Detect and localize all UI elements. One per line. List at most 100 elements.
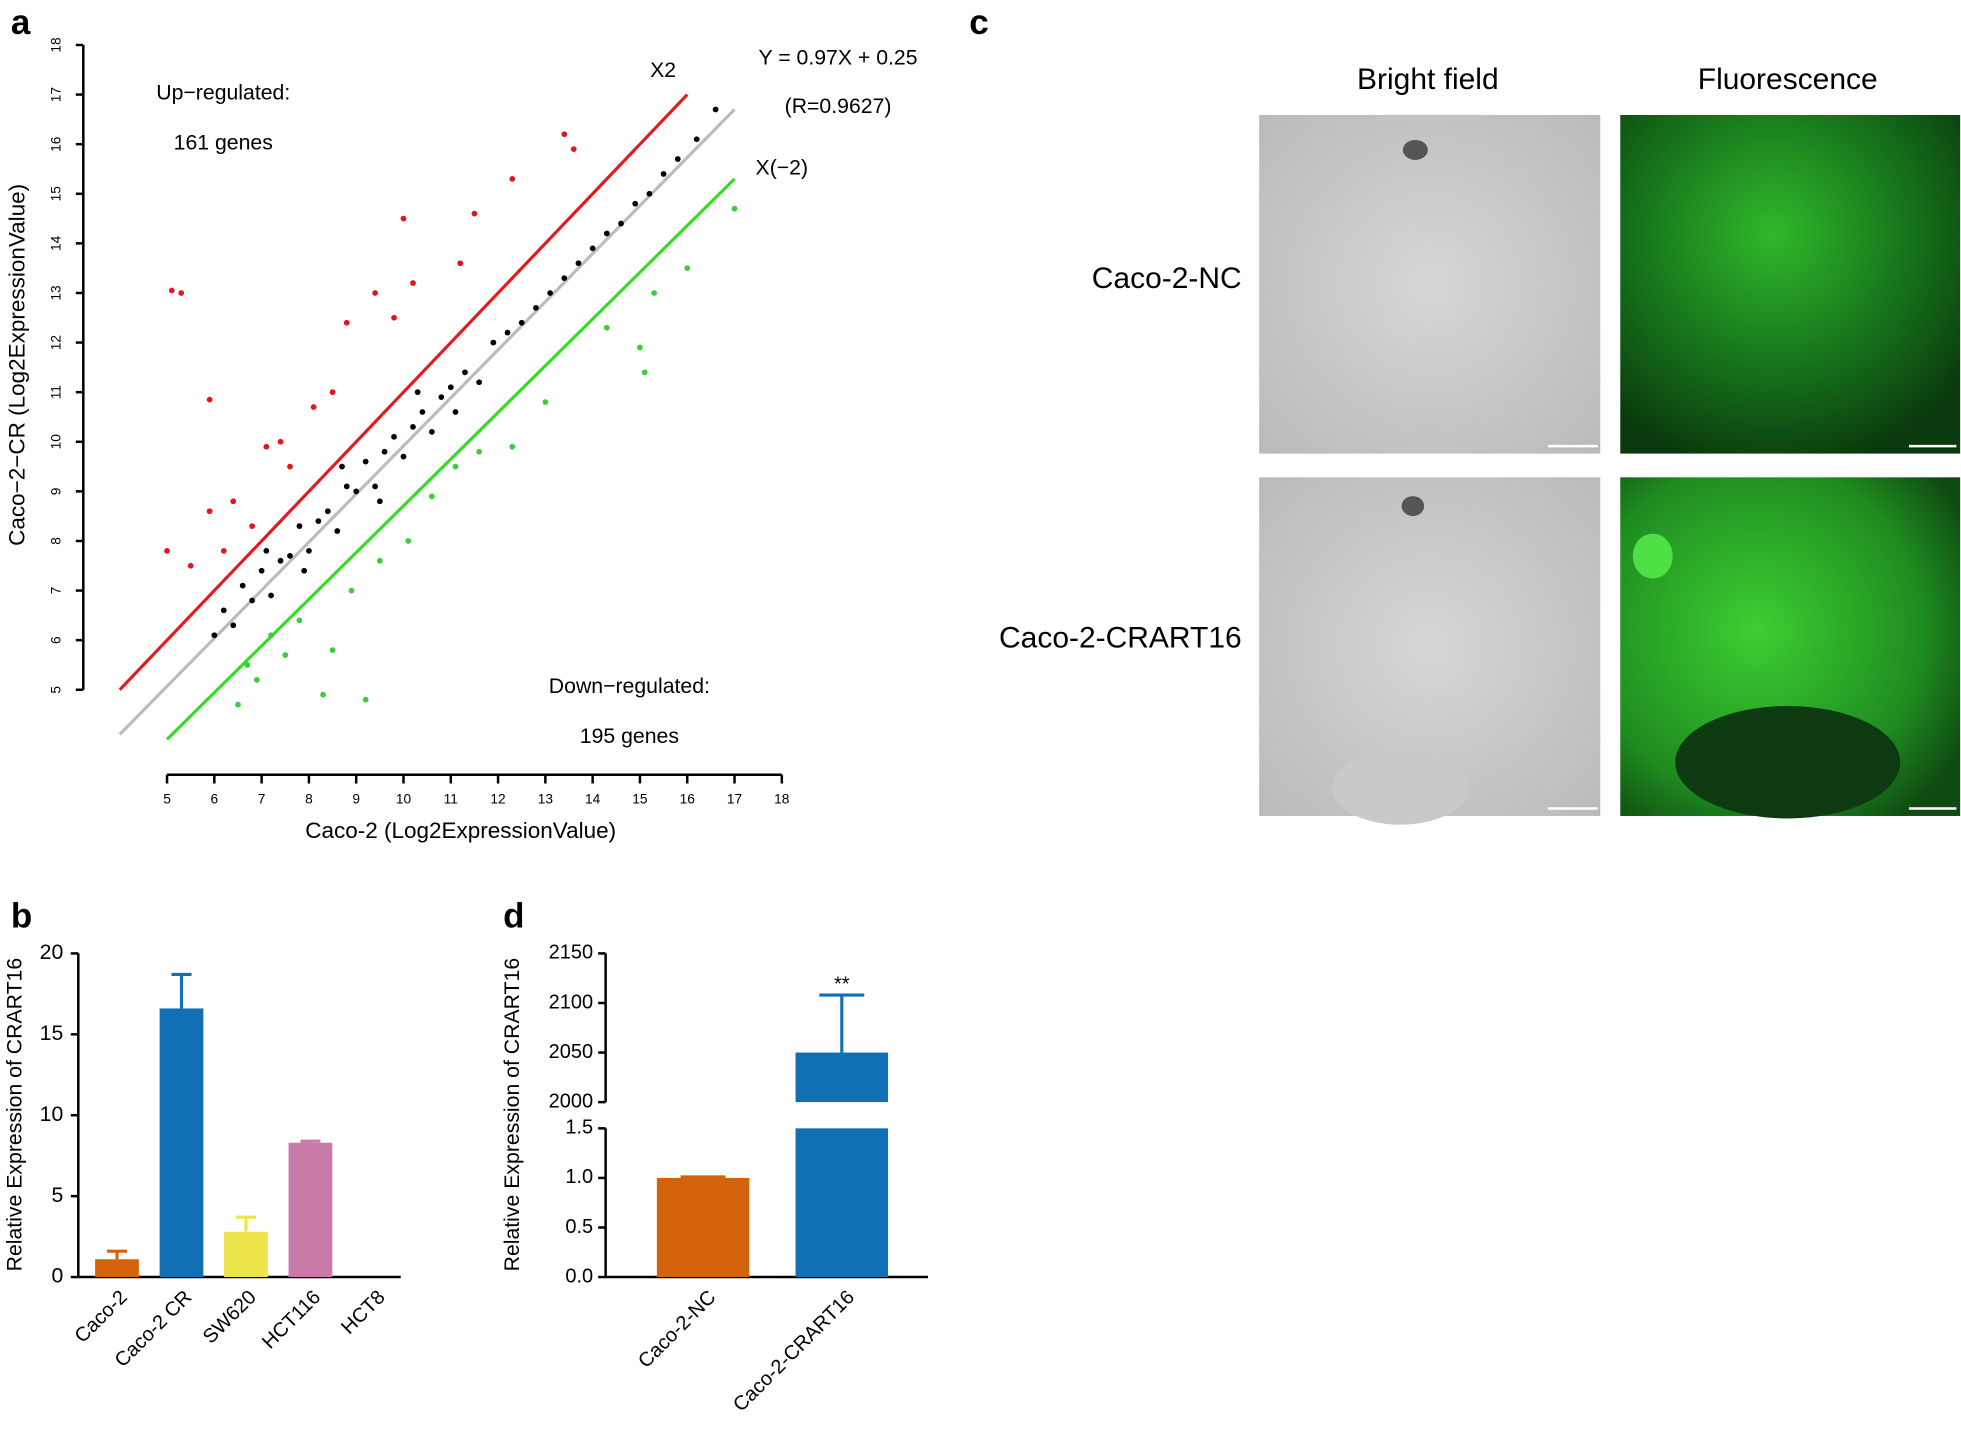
data-point	[712, 106, 719, 113]
bar	[656, 1177, 750, 1278]
y-tick-label: 2050	[549, 1041, 593, 1063]
data-point	[339, 463, 345, 470]
line-label: X2	[650, 58, 676, 82]
data-point	[476, 379, 483, 386]
data-point	[561, 275, 568, 281]
data-point	[684, 265, 691, 272]
data-point	[268, 592, 274, 599]
annotation: Up−regulated:	[156, 80, 290, 104]
x-tick-label: 15	[632, 791, 648, 806]
data-point	[570, 146, 577, 153]
x-tick-label: 8	[305, 791, 313, 806]
data-point	[504, 329, 511, 336]
data-point	[348, 587, 355, 594]
data-point	[376, 557, 383, 564]
data-point	[589, 245, 596, 252]
data-point	[320, 691, 326, 698]
data-point	[296, 523, 303, 529]
y-tick-label: 5	[52, 1183, 64, 1207]
y-tick-label: 20	[40, 940, 64, 964]
data-point	[287, 463, 293, 470]
y-axis-title: Relative Expression of CRART16	[500, 958, 524, 1272]
x-tick-label: Caco-2	[71, 1286, 132, 1347]
data-point	[220, 607, 227, 614]
bar	[288, 1142, 333, 1278]
data-point	[249, 597, 256, 604]
data-point	[391, 314, 397, 321]
data-point	[603, 324, 610, 331]
data-point	[452, 409, 459, 415]
y-tick-label: 10	[49, 434, 64, 450]
data-point	[164, 548, 170, 554]
y-tick-label: 15	[49, 186, 64, 202]
x-tick-label: 17	[727, 791, 742, 806]
panel-letter: b	[11, 897, 32, 936]
data-point	[428, 493, 435, 500]
data-point	[561, 131, 568, 138]
x-axis-title: Caco-2 (Log2ExpressionValue)	[305, 818, 616, 843]
fit-r: (R=0.9627)	[785, 94, 892, 118]
data-point	[324, 508, 331, 515]
data-point	[476, 448, 483, 455]
data-point	[306, 548, 312, 554]
y-tick-label: 0.0	[565, 1265, 593, 1287]
data-point	[296, 617, 303, 624]
data-point	[263, 443, 270, 450]
data-point	[447, 384, 454, 391]
data-point	[244, 662, 251, 668]
x-tick-label: 7	[258, 791, 266, 806]
data-point	[353, 488, 360, 495]
data-point	[419, 409, 426, 415]
data-point	[518, 319, 525, 326]
y-tick-label: 11	[49, 385, 64, 399]
data-point	[168, 287, 175, 294]
x-tick-label: 9	[352, 791, 360, 806]
data-point	[376, 498, 383, 505]
bar-lower-part	[795, 1128, 889, 1278]
x-tick-label: 12	[490, 791, 505, 806]
data-point	[405, 538, 412, 544]
y-tick-label: 2100	[549, 991, 593, 1013]
data-point	[187, 562, 194, 569]
data-point	[254, 676, 260, 683]
image-grid	[1259, 114, 1961, 825]
reference-line	[118, 93, 689, 691]
data-point	[618, 220, 624, 227]
y-tick-label: 16	[49, 136, 64, 152]
data-point	[239, 582, 246, 589]
y-tick-label: 10	[40, 1102, 64, 1126]
line-label: X(−2)	[756, 155, 809, 179]
data-point	[414, 389, 421, 396]
data-point	[277, 557, 284, 564]
x-tick-label: SW620	[199, 1286, 261, 1348]
data-point	[343, 483, 350, 490]
data-point	[287, 552, 293, 559]
data-point	[603, 230, 610, 237]
cell-cluster	[1401, 496, 1425, 517]
data-point	[490, 339, 497, 346]
annotation: 161 genes	[174, 130, 273, 154]
data-point	[400, 453, 407, 460]
x-tick-label: 6	[211, 791, 219, 806]
data-point	[410, 424, 416, 430]
data-point	[343, 319, 350, 326]
data-point	[632, 200, 639, 207]
data-point	[391, 433, 397, 440]
y-tick-label: 1.0	[565, 1166, 593, 1188]
y-tick-label: 5	[49, 686, 64, 694]
data-point	[731, 205, 738, 212]
data-point	[206, 396, 213, 403]
data-point	[471, 210, 478, 217]
data-point	[542, 399, 549, 405]
data-point	[211, 632, 218, 639]
data-point	[509, 443, 516, 450]
row-header: Caco-2-NC	[1092, 262, 1242, 295]
x-tick-label: 10	[396, 791, 412, 806]
data-point	[329, 389, 336, 396]
data-point	[651, 290, 658, 296]
panel-letter: c	[969, 3, 988, 42]
y-tick-label: 14	[49, 235, 64, 251]
y-tick-label: 1.5	[565, 1117, 593, 1139]
data-point	[547, 290, 553, 296]
data-point	[315, 518, 322, 525]
